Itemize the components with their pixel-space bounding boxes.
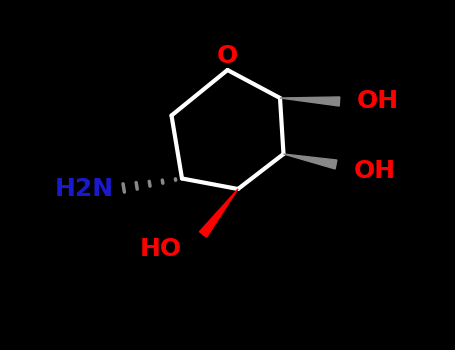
Text: OH: OH: [357, 90, 399, 113]
Text: OH: OH: [354, 160, 396, 183]
Polygon shape: [199, 189, 238, 237]
Polygon shape: [280, 97, 340, 106]
Text: HO: HO: [140, 237, 182, 260]
Polygon shape: [283, 154, 337, 169]
Text: H2N: H2N: [55, 177, 114, 201]
Text: O: O: [217, 44, 238, 68]
